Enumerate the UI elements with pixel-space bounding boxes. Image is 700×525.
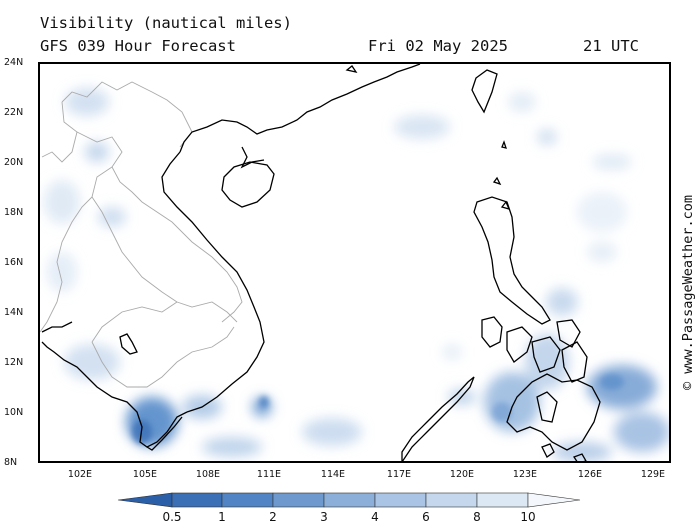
leizhou-coast — [240, 146, 265, 169]
lat-label-20n: 20N — [4, 157, 24, 168]
credit-text: © www.PassageWeather.com — [680, 194, 696, 390]
lon-label-114e: 114E — [320, 469, 346, 480]
legend-label-1: 1 — [218, 510, 226, 524]
visibility-haze — [44, 88, 669, 461]
lon-label-108e: 108E — [195, 469, 221, 480]
lat-label-24n: 24N — [4, 57, 24, 68]
visibility-haze-dense — [132, 374, 624, 444]
palawan-coast — [401, 376, 475, 461]
lat-label-12n: 12N — [4, 357, 24, 368]
gulf-thailand-coast — [41, 341, 188, 448]
legend-swatch-0 — [171, 492, 223, 508]
lat-label-22n: 22N — [4, 107, 24, 118]
forecast-date: Fri 02 May 2025 — [368, 37, 508, 55]
small-islands — [345, 65, 511, 211]
vietnam-coast — [161, 151, 265, 413]
lon-label-111e: 111E — [256, 469, 282, 480]
lat-label-14n: 14N — [4, 307, 24, 318]
lon-label-123e: 123E — [512, 469, 538, 480]
lat-label-16n: 16N — [4, 257, 24, 268]
luzon-coast — [473, 196, 551, 325]
legend-arrow-right — [527, 492, 581, 508]
lat-label-10n: 10N — [4, 407, 24, 418]
legend-swatch-1 — [221, 492, 274, 508]
forecast-label: GFS 039 Hour Forecast — [40, 37, 236, 55]
lon-label-129e: 129E — [640, 469, 666, 480]
legend-swatch-2 — [272, 492, 325, 508]
visibility-legend — [117, 492, 581, 508]
taiwan-coast — [471, 69, 498, 114]
lon-label-105e: 105E — [132, 469, 158, 480]
legend-swatch-6 — [476, 492, 529, 508]
samar-coast — [561, 341, 588, 383]
lat-label-8n: 8N — [4, 457, 18, 468]
lon-label-117e: 117E — [386, 469, 412, 480]
country-borders — [40, 81, 243, 388]
legend-swatch-5 — [425, 492, 478, 508]
china-coast — [179, 64, 421, 153]
mindoro-coast — [481, 316, 503, 348]
thailand-coast — [41, 321, 73, 333]
lat-label-18n: 18N — [4, 207, 24, 218]
hainan-coast — [221, 161, 275, 208]
map-panel[interactable] — [38, 62, 671, 463]
negros-coast — [536, 391, 558, 423]
legend-label-0: 0.5 — [162, 510, 182, 524]
legend-label-4: 4 — [371, 510, 379, 524]
lon-label-102e: 102E — [67, 469, 93, 480]
mindanao-coast — [506, 373, 601, 451]
map-title: Visibility (nautical miles) — [40, 14, 292, 32]
sulu-islands — [541, 443, 587, 461]
lon-label-120e: 120E — [449, 469, 475, 480]
map-canvas — [40, 64, 669, 461]
lon-label-126e: 126E — [577, 469, 603, 480]
legend-swatch-4 — [374, 492, 427, 508]
legend-arrow-left — [117, 492, 173, 508]
coastlines — [41, 64, 601, 461]
mekong-delta-coast — [146, 416, 183, 451]
legend-label-3: 3 — [320, 510, 328, 524]
visayas-coast — [506, 319, 581, 373]
forecast-time: 21 UTC — [583, 37, 639, 55]
legend-label-6: 8 — [473, 510, 481, 524]
legend-swatch-3 — [323, 492, 376, 508]
cambodia-lake — [119, 333, 138, 355]
legend-label-5: 6 — [422, 510, 430, 524]
legend-label-7: 10 — [520, 510, 536, 524]
legend-label-2: 2 — [269, 510, 277, 524]
